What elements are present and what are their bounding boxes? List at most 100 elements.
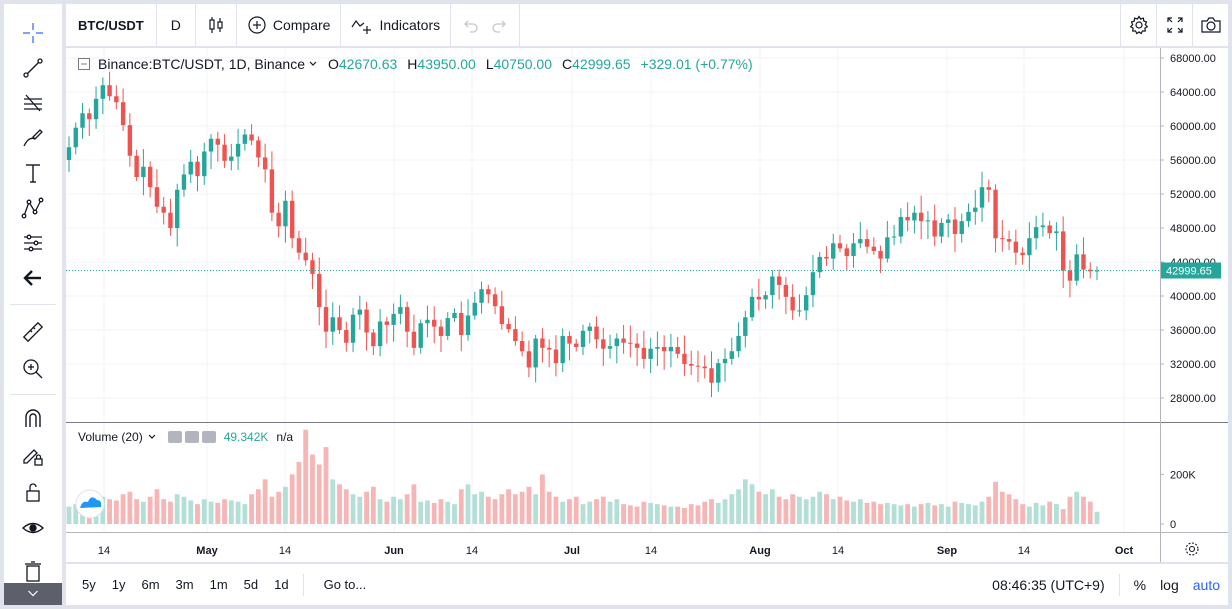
low-value: 40750.00 xyxy=(493,56,553,72)
candle xyxy=(1094,266,1100,281)
range-5y-button[interactable]: 5y xyxy=(82,577,96,592)
arrow-left-icon[interactable] xyxy=(18,263,48,293)
volume-axis[interactable]: 200K 0 xyxy=(1160,469,1196,531)
lock-pencil-icon[interactable] xyxy=(18,440,48,470)
candle xyxy=(513,316,518,346)
candle xyxy=(432,306,437,344)
candle xyxy=(459,301,464,352)
zoom-in-icon[interactable] xyxy=(18,354,48,384)
candle xyxy=(587,322,592,344)
range-3m-button[interactable]: 3m xyxy=(175,577,194,592)
goto-date-button[interactable]: Go to... xyxy=(323,577,367,592)
volume-bar xyxy=(939,504,944,524)
snapshot-button[interactable] xyxy=(1193,4,1228,46)
collapse-legend-icon[interactable] xyxy=(78,58,90,70)
volume-bar xyxy=(641,501,647,524)
candle xyxy=(438,319,444,353)
price-tick-label: 52000.00 xyxy=(1170,189,1216,201)
ruler-icon[interactable] xyxy=(18,317,48,347)
candle xyxy=(655,331,660,367)
volume-bar xyxy=(147,496,153,524)
range-1y-button[interactable]: 1y xyxy=(111,577,126,592)
trend-line-icon[interactable] xyxy=(18,53,48,83)
candle xyxy=(357,295,363,330)
series-title[interactable]: Binance:BTC/USDT, 1D, Binance xyxy=(98,56,305,72)
chevron-down-icon[interactable] xyxy=(308,59,318,69)
volume-bar xyxy=(688,504,694,524)
time-axis[interactable]: 14 May 14 Jun 14 Jul 14 Aug 14 Sep 14 Oct xyxy=(98,545,1134,557)
candle xyxy=(114,85,119,110)
volume-bar xyxy=(492,499,498,524)
eye-toggle-icon[interactable] xyxy=(167,431,182,443)
close-icon[interactable] xyxy=(201,431,216,443)
crosshair-icon[interactable] xyxy=(18,18,48,48)
range-6m-button[interactable]: 6m xyxy=(141,577,160,592)
auto-scale-button[interactable]: auto xyxy=(1192,576,1220,593)
trash-icon[interactable] xyxy=(18,559,48,583)
gear-icon[interactable] xyxy=(184,431,199,443)
candle xyxy=(709,351,714,398)
time-tick-label: 14 xyxy=(279,545,291,557)
volume-title[interactable]: Volume (20) xyxy=(78,430,143,444)
chevron-down-icon[interactable] xyxy=(147,432,157,442)
symbol-search-button[interactable]: BTC/USDT xyxy=(78,17,144,33)
volume-bar xyxy=(255,489,261,524)
chart-type-button[interactable] xyxy=(196,4,236,46)
range-5d-button[interactable]: 5d xyxy=(243,577,259,592)
brush-icon[interactable] xyxy=(18,123,48,153)
volume-bar xyxy=(222,499,227,524)
fib-tool-icon[interactable] xyxy=(18,88,48,118)
low-label: L xyxy=(485,56,494,72)
tradingview-logo-icon[interactable] xyxy=(75,489,105,519)
volume-bar xyxy=(1047,501,1053,524)
text-tool-icon[interactable] xyxy=(18,158,48,188)
volume-bar xyxy=(634,506,640,524)
volume-bar xyxy=(742,479,748,524)
candle xyxy=(175,183,180,247)
candle xyxy=(404,301,410,348)
compare-button[interactable]: Compare xyxy=(237,4,341,46)
candle xyxy=(817,252,822,279)
undo-button[interactable] xyxy=(451,4,485,46)
candle xyxy=(398,294,403,325)
candle xyxy=(824,246,829,266)
volume-bar xyxy=(648,502,654,524)
redo-icon xyxy=(492,20,507,33)
indicators-button[interactable]: Indicators xyxy=(341,4,450,46)
price-chart[interactable]: 68000.00 64000.00 60000.00 56000.00 52000.00… xyxy=(66,48,1228,562)
price-axis[interactable]: 68000.00 64000.00 60000.00 56000.00 52000.00… xyxy=(1160,53,1216,405)
toolbar-right-group xyxy=(1120,4,1228,46)
magnet-icon[interactable] xyxy=(18,404,48,434)
volume-bar xyxy=(458,489,464,524)
timezone-clock[interactable]: 08:46:35 (UTC+9) xyxy=(992,576,1105,593)
volume-bar xyxy=(573,496,579,524)
candle xyxy=(661,335,667,370)
log-scale-button[interactable]: log xyxy=(1160,576,1179,593)
settings-button[interactable] xyxy=(1121,4,1156,46)
range-1m-button[interactable]: 1m xyxy=(209,577,228,592)
unlock-icon[interactable] xyxy=(18,477,48,507)
candle xyxy=(147,161,153,198)
prediction-tool-icon[interactable] xyxy=(18,228,48,258)
pattern-tool-icon[interactable] xyxy=(18,193,48,223)
chevron-down-icon xyxy=(28,590,38,597)
redo-button[interactable] xyxy=(485,4,519,46)
candle xyxy=(256,136,261,168)
gear-icon[interactable] xyxy=(1185,542,1199,556)
volume-bar xyxy=(1033,502,1039,524)
interval-button[interactable]: D xyxy=(170,17,181,33)
range-1d-button[interactable]: 1d xyxy=(274,577,289,592)
volume-bar xyxy=(377,499,383,524)
volume-bar xyxy=(776,496,782,524)
candle xyxy=(161,196,166,225)
volume-bar xyxy=(999,491,1005,524)
volume-bar xyxy=(1006,494,1012,524)
collapse-toolbar-button[interactable] xyxy=(4,583,62,605)
eye-icon[interactable] xyxy=(18,513,48,543)
fullscreen-button[interactable] xyxy=(1157,4,1192,46)
percent-scale-button[interactable]: % xyxy=(1133,576,1147,593)
volume-bar xyxy=(1040,505,1046,524)
volume-bar xyxy=(540,474,545,524)
chart-pane[interactable]: 68000.00 64000.00 60000.00 56000.00 52000.00… xyxy=(66,48,1228,562)
volume-bar xyxy=(884,502,890,524)
